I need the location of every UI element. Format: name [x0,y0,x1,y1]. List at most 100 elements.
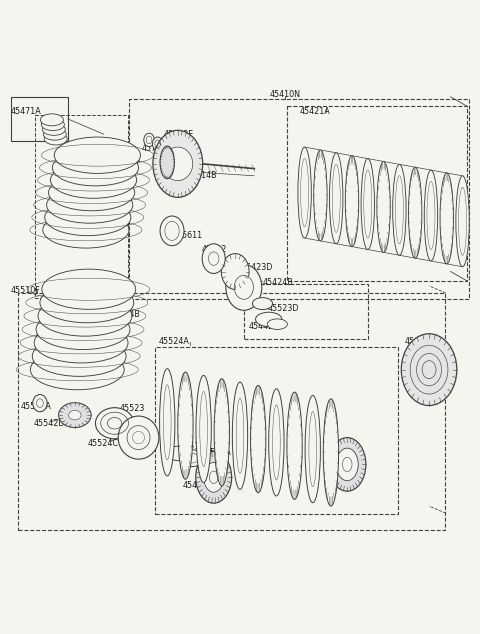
Bar [11,97,68,141]
Bar [155,347,398,514]
Ellipse shape [305,396,321,503]
Text: 45422: 45422 [202,245,227,254]
Text: 45443T: 45443T [62,228,92,237]
Text: 45524B: 45524B [43,335,74,344]
Ellipse shape [267,319,288,330]
Ellipse shape [43,128,66,140]
Ellipse shape [108,418,122,429]
Text: 45524C: 45524C [88,439,119,448]
Ellipse shape [298,147,312,238]
Bar [18,293,445,530]
Ellipse shape [40,283,134,323]
Ellipse shape [314,150,327,241]
Ellipse shape [180,450,204,467]
Ellipse shape [440,173,454,264]
Ellipse shape [54,137,141,174]
Ellipse shape [196,451,232,503]
Text: 45442F: 45442F [249,322,278,331]
Text: 45713E: 45713E [163,130,193,139]
Text: 45524B: 45524B [101,304,132,313]
Text: 45414B: 45414B [186,171,217,180]
Text: 45523: 45523 [120,404,145,413]
Text: 45443T: 45443T [111,161,141,171]
Ellipse shape [32,336,126,377]
Ellipse shape [234,275,253,299]
Ellipse shape [377,162,390,252]
Ellipse shape [50,162,137,198]
Text: 45511E: 45511E [179,442,209,451]
Ellipse shape [34,323,128,363]
Ellipse shape [43,212,129,248]
Text: 45524B: 45524B [35,330,66,339]
Ellipse shape [38,296,132,336]
Text: 45443T: 45443T [46,217,76,226]
Ellipse shape [96,408,134,439]
Ellipse shape [36,309,130,349]
Ellipse shape [167,446,189,460]
Ellipse shape [41,119,64,131]
Text: 45471A: 45471A [10,107,41,115]
Ellipse shape [159,369,175,476]
Text: 45510F: 45510F [10,286,40,295]
Ellipse shape [208,252,219,265]
Text: 45713E: 45713E [142,143,172,153]
Text: 45443T: 45443T [54,223,84,231]
Text: 45524B: 45524B [58,347,89,356]
Text: 45424B: 45424B [263,278,294,287]
Ellipse shape [214,378,229,486]
Ellipse shape [204,462,224,492]
Ellipse shape [232,382,248,489]
Ellipse shape [40,114,63,126]
Text: 45523D: 45523D [268,304,299,313]
Text: 45524B: 45524B [110,309,141,319]
Ellipse shape [69,410,81,420]
Ellipse shape [144,133,155,146]
Ellipse shape [36,399,43,408]
Ellipse shape [456,176,469,267]
Text: 45443T: 45443T [96,150,125,158]
Ellipse shape [127,425,150,450]
Text: 45542D: 45542D [33,419,65,428]
Ellipse shape [345,156,359,247]
Ellipse shape [178,372,193,479]
Ellipse shape [47,187,133,223]
Text: 45443T: 45443T [104,155,133,164]
Ellipse shape [393,164,406,256]
Text: 45443T: 45443T [69,235,99,243]
Ellipse shape [118,416,159,459]
Ellipse shape [196,375,211,482]
Ellipse shape [153,137,163,150]
Ellipse shape [401,333,457,406]
Ellipse shape [163,147,192,181]
Ellipse shape [59,403,91,427]
Ellipse shape [328,437,366,491]
Ellipse shape [153,131,203,197]
Ellipse shape [42,124,65,136]
Ellipse shape [160,146,174,179]
Text: 45524A: 45524A [158,337,190,346]
Ellipse shape [252,297,273,309]
Ellipse shape [251,385,266,493]
Bar [244,285,368,339]
Ellipse shape [255,312,282,327]
Text: 45456B: 45456B [405,337,436,346]
Text: 45524B: 45524B [50,341,81,350]
Ellipse shape [408,167,422,258]
Ellipse shape [48,174,135,210]
Text: 45410N: 45410N [270,90,301,99]
Text: 45421A: 45421A [300,107,331,115]
Ellipse shape [160,216,184,246]
Text: 45514A: 45514A [201,448,231,457]
Text: 45524B: 45524B [94,298,125,307]
Text: 45412: 45412 [182,481,208,490]
Text: 45611: 45611 [178,231,203,240]
Ellipse shape [44,133,67,145]
Ellipse shape [329,153,343,243]
Ellipse shape [52,150,139,186]
Ellipse shape [424,170,438,261]
Ellipse shape [361,158,374,250]
Ellipse shape [165,221,179,240]
Ellipse shape [226,264,262,310]
Ellipse shape [287,392,302,500]
Ellipse shape [42,269,136,309]
